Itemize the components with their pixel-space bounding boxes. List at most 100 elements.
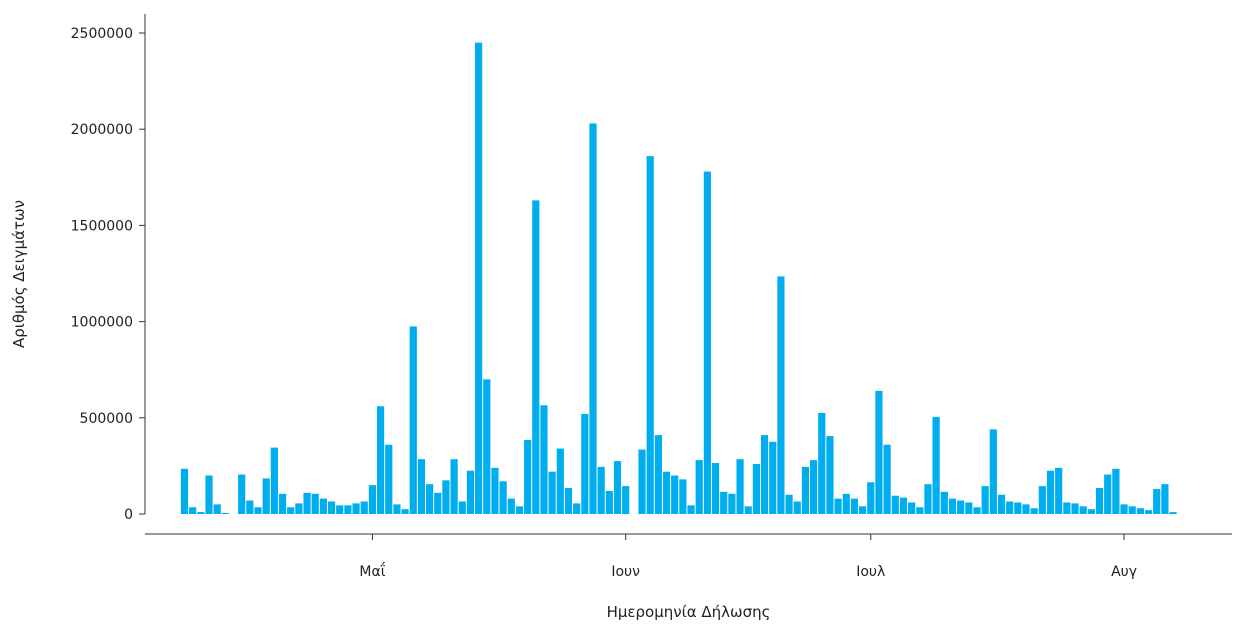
- bar: [336, 505, 344, 514]
- bar: [319, 498, 327, 514]
- bar: [687, 505, 695, 514]
- bar: [1087, 509, 1095, 514]
- bar: [1169, 512, 1177, 514]
- bar: [1112, 468, 1120, 514]
- x-axis: Μαΐ Ιουν Ιουλ Αυγ: [145, 533, 1232, 580]
- bar-series: [180, 42, 1177, 515]
- bar: [1014, 502, 1022, 514]
- bar: [1161, 484, 1169, 514]
- bar: [826, 436, 834, 514]
- bar: [589, 123, 597, 515]
- bar: [597, 466, 605, 514]
- bar: [654, 435, 662, 514]
- bar: [556, 448, 564, 514]
- bar: [948, 498, 957, 514]
- x-axis-title: Ημερομηνία Δήλωσης: [607, 603, 771, 621]
- y-tick-label: 2500000: [71, 26, 133, 42]
- bar: [973, 507, 981, 514]
- bar: [809, 460, 818, 514]
- bar: [352, 503, 360, 514]
- bar: [744, 506, 752, 514]
- bar: [908, 502, 916, 514]
- bar: [997, 494, 1006, 514]
- bar: [1022, 504, 1030, 514]
- bar: [270, 447, 278, 514]
- bar: [777, 276, 785, 514]
- bar: [924, 484, 932, 514]
- bar: [981, 486, 989, 514]
- bar: [728, 493, 736, 514]
- bar: [466, 470, 475, 514]
- bar: [916, 507, 924, 514]
- bar: [1144, 510, 1153, 514]
- bar: [409, 326, 417, 514]
- bar: [711, 463, 720, 514]
- bar: [344, 505, 352, 514]
- x-tick-label: Μαΐ: [359, 562, 385, 580]
- bar: [238, 474, 246, 514]
- bar: [834, 498, 842, 514]
- bar: [287, 507, 295, 514]
- bar: [613, 461, 622, 514]
- bar: [458, 501, 466, 514]
- bar: [1030, 508, 1038, 514]
- y-tick-label: 0: [124, 507, 133, 523]
- y-tick-label: 1000000: [71, 315, 133, 331]
- bar: [769, 441, 777, 514]
- bar: [801, 466, 810, 514]
- bar: [1120, 504, 1128, 514]
- bar: [703, 171, 711, 514]
- bar: [197, 512, 205, 514]
- bar: [1104, 474, 1112, 514]
- bar: [426, 484, 434, 514]
- x-tick-label: Ιουν: [611, 564, 640, 580]
- bar: [548, 471, 556, 514]
- bar: [581, 413, 589, 514]
- bar: [1063, 502, 1071, 514]
- bar: [867, 482, 875, 514]
- bar: [1071, 503, 1079, 514]
- bar: [442, 480, 450, 514]
- x-tick-label: Αυγ: [1111, 564, 1137, 580]
- bar: [957, 500, 965, 514]
- y-axis-title: Αριθμός Δειγμάτων: [10, 200, 28, 348]
- bar: [720, 491, 728, 514]
- bar: [368, 485, 377, 514]
- bar: [940, 491, 948, 514]
- bar: [417, 459, 426, 514]
- bar: [793, 501, 801, 514]
- bar: [515, 506, 524, 514]
- bar: [679, 479, 687, 514]
- bar: [327, 501, 336, 514]
- bar: [622, 486, 630, 514]
- bar: [965, 502, 973, 514]
- bar: [1095, 488, 1104, 514]
- bar: [475, 42, 483, 515]
- bar: [785, 494, 793, 514]
- bar: [540, 405, 548, 514]
- bar: [189, 507, 197, 514]
- bar: [385, 444, 393, 514]
- y-tick-label: 2000000: [71, 122, 133, 138]
- bar: [859, 506, 867, 514]
- bar: [483, 379, 491, 514]
- bar: [752, 463, 760, 514]
- bar: [1055, 467, 1063, 514]
- bar: [311, 493, 319, 514]
- bar: [532, 200, 540, 514]
- bar: [303, 492, 311, 514]
- bar: [246, 500, 254, 514]
- bar: [524, 439, 532, 514]
- bar: [450, 459, 458, 514]
- bar: [1136, 508, 1144, 514]
- bar: [376, 406, 385, 514]
- bar: [883, 444, 891, 514]
- bar: [671, 475, 679, 514]
- bar: [491, 467, 499, 514]
- bar: [1038, 486, 1046, 514]
- bar: [605, 490, 613, 514]
- bar: [760, 435, 769, 514]
- bar: [278, 493, 287, 514]
- bar: [646, 156, 654, 514]
- y-axis: 0 500000 1000000 1500000 2000000 2500000: [71, 14, 146, 523]
